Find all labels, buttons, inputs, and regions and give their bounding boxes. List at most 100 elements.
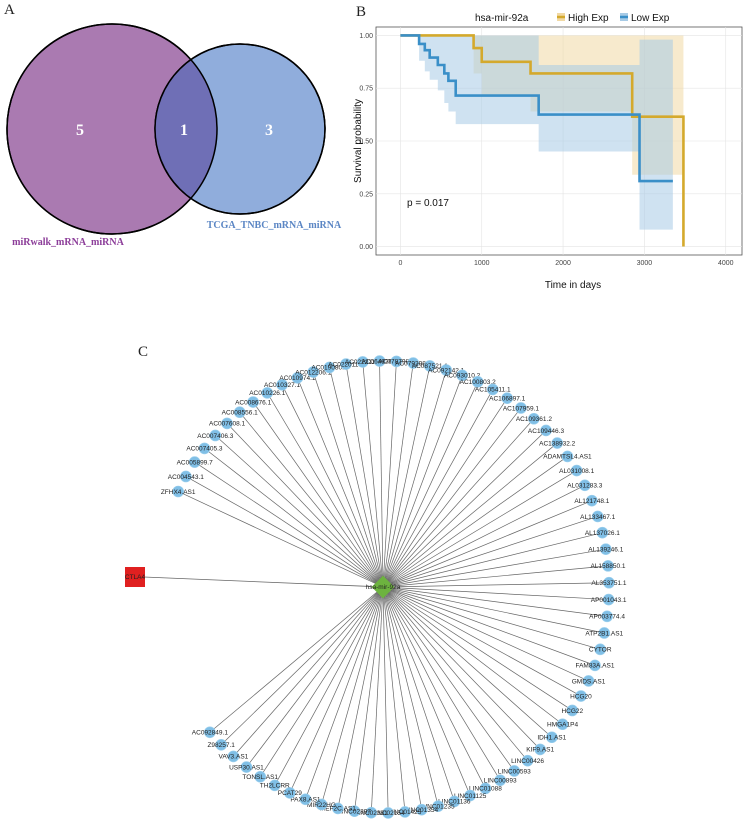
venn-overlap (155, 44, 217, 214)
network-node (373, 355, 386, 367)
network-node (579, 479, 591, 492)
network-edge (281, 384, 384, 588)
network-node-label: AL139246.1 (588, 546, 623, 553)
venn-right-label: TCGA_TNBC_mRNA_miRNA (207, 220, 342, 231)
network-edge (382, 407, 522, 588)
network-node (602, 560, 614, 572)
network-edge (382, 586, 471, 796)
km-p-value: p = 0.017 (407, 198, 449, 209)
network-edge (382, 389, 494, 588)
network-edge (345, 363, 384, 588)
network-edge (382, 500, 592, 588)
panel-a-label: A (4, 2, 15, 18)
network-node (407, 357, 420, 369)
network-node (233, 406, 246, 419)
panel-c-label: C (138, 344, 148, 360)
network-edge (321, 586, 384, 805)
km-band-low-exp (400, 35, 673, 230)
network-node (575, 690, 587, 702)
network-node (188, 456, 201, 468)
network-node-label: LINC00593 (498, 768, 531, 775)
hub-node-ctla4 (125, 567, 145, 587)
network-node-label: LINC02381 (355, 810, 388, 817)
network-node (494, 774, 506, 787)
network-node (198, 442, 211, 455)
network-node (521, 754, 534, 767)
network-edge (382, 586, 601, 650)
network-edge (274, 586, 384, 786)
network-node-label: KIF9.AS1 (526, 747, 554, 754)
km-legend-title: hsa-mir-92a (475, 13, 529, 24)
km-curve-low-exp (400, 34, 673, 183)
km-y-axis-title: Survival probability (353, 99, 364, 183)
network-edge (305, 586, 384, 800)
network-node-label: MEF2C.AS1 (320, 806, 357, 813)
network-node-label: PCAT29 (278, 790, 302, 797)
network-node (261, 387, 274, 399)
km-x-tick-label: 4000 (718, 260, 734, 267)
network-node (464, 789, 476, 802)
network-node-label: ZFHX4.AS1 (161, 489, 196, 496)
network-node-label: AC064836.3 (361, 358, 398, 365)
network-node-label: AC007405.3 (186, 446, 223, 453)
network-edge (337, 586, 384, 809)
km-y-tick-label: 0.00 (359, 244, 373, 251)
network-edge (239, 412, 384, 588)
panel-b-label: B (356, 4, 366, 20)
km-curve-high-exp (400, 34, 685, 247)
network-node (594, 643, 607, 656)
network-node-label: AC005899.7 (177, 459, 214, 466)
network-node (356, 356, 369, 368)
network-edge (382, 375, 463, 588)
network-edge (382, 586, 596, 666)
network-edge (289, 586, 384, 794)
network-node-label: AC010327.1 (264, 382, 301, 389)
network-edge (354, 586, 384, 812)
network-node (399, 806, 411, 818)
network-node (332, 802, 344, 815)
km-x-tick-label: 3000 (637, 260, 653, 267)
km-legend-label: Low Exp (631, 13, 670, 24)
network-node-label: MIR22HG (307, 802, 336, 809)
network-node (276, 378, 288, 391)
network-edge (382, 485, 585, 588)
venn-left-count: 5 (76, 122, 84, 139)
network-node-label: AL031008.1 (559, 468, 594, 475)
network-edge (382, 565, 609, 588)
network-edge (194, 461, 384, 588)
network-node (570, 464, 583, 477)
km-x-tick-label: 2000 (555, 260, 571, 267)
network-node-label: AL353751.1 (591, 580, 626, 587)
network-edge (382, 586, 439, 807)
network-node (508, 765, 521, 777)
network-edge (382, 586, 486, 789)
network-node (448, 795, 461, 808)
km-y-tick-label: 1.00 (359, 33, 373, 40)
network-node-label: LINC01125 (454, 793, 487, 800)
network-node-label: ADAMTSL4.AS1 (543, 454, 592, 461)
network-node-label: VAV3.AS1 (219, 754, 249, 761)
network-node-label: AC007608.1 (209, 421, 246, 428)
km-y-tick-label: 0.50 (359, 139, 373, 146)
network-node-label: AC093010.2 (444, 373, 481, 380)
network-node-label: AC012206.1 (295, 369, 332, 376)
network-node (204, 726, 216, 739)
network-node (390, 355, 403, 368)
network-node (479, 782, 492, 795)
network-node-label: AC138932.2 (539, 440, 576, 447)
network-edge (204, 448, 384, 588)
network-edge (382, 586, 501, 781)
network-node-label: LINC01425 (389, 809, 422, 816)
network-node-label: AC109446.3 (528, 428, 565, 435)
network-edge (382, 516, 598, 588)
network-node (603, 576, 615, 589)
network-node-label: AC008556.1 (222, 410, 259, 417)
network-edge (382, 418, 535, 588)
network-edge (252, 401, 384, 588)
network-node-label: TONSL.AS1 (242, 774, 278, 781)
network-node (534, 743, 546, 756)
network-node (546, 731, 558, 744)
network-edge (382, 586, 582, 697)
network-node (307, 366, 320, 378)
network-node-label: AP001043.1 (591, 597, 627, 604)
